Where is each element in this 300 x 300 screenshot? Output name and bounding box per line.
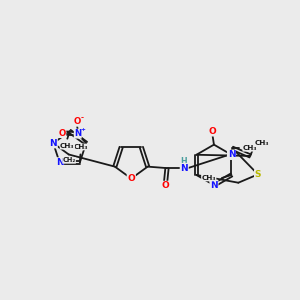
Text: CH₃: CH₃ (60, 143, 75, 149)
Text: N: N (74, 129, 81, 138)
Text: O: O (128, 174, 135, 183)
Text: N: N (50, 139, 57, 148)
Text: -: - (81, 115, 84, 121)
Text: CH₂: CH₂ (62, 158, 76, 164)
Text: +: + (80, 127, 85, 132)
Text: S: S (255, 170, 261, 179)
Text: O: O (59, 129, 66, 138)
Text: CH₃: CH₃ (243, 145, 257, 151)
Text: N: N (210, 181, 218, 190)
Text: H: H (180, 157, 187, 166)
Text: CH₃: CH₃ (255, 140, 269, 146)
Text: O: O (73, 117, 80, 126)
Text: N: N (228, 150, 235, 159)
Text: CH₃: CH₃ (202, 175, 216, 181)
Text: N: N (180, 164, 188, 172)
Text: O: O (162, 182, 170, 190)
Text: N: N (56, 158, 63, 167)
Text: O: O (208, 127, 216, 136)
Text: CH₃: CH₃ (73, 144, 88, 150)
